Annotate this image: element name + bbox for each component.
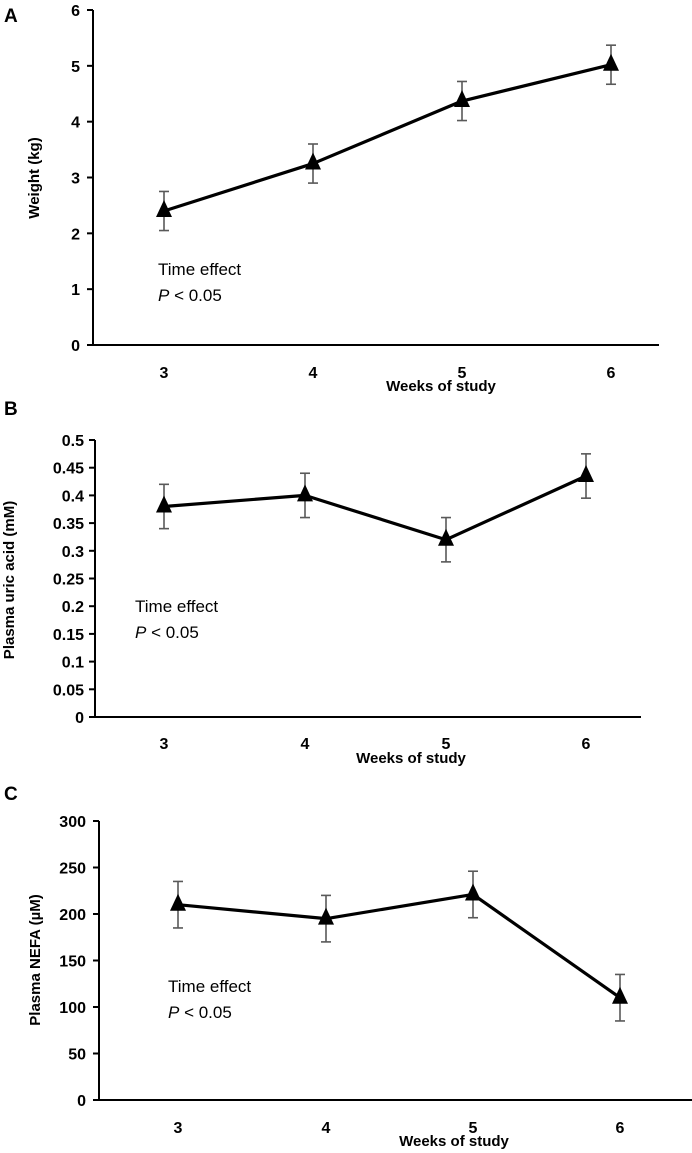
x-tick-label: 6 (582, 736, 591, 753)
x-tick-label: 6 (616, 1120, 625, 1137)
y-tick-label: 0.1 (62, 655, 84, 672)
annotation-line1: Time effect (158, 260, 241, 279)
x-tick-label: 3 (160, 736, 169, 753)
p-threshold: < 0.05 (146, 623, 198, 642)
annotation-line1: Time effect (168, 977, 251, 996)
y-tick-label: 4 (71, 115, 80, 132)
data-point-marker (318, 907, 334, 925)
annotation-line1: Time effect (135, 597, 218, 616)
x-axis-title: Weeks of study (386, 378, 496, 395)
panel-a: A Weight (kg) Weeks of study Time effect… (4, 3, 659, 395)
y-tick-label: 0.4 (62, 488, 84, 505)
data-point-marker (170, 893, 186, 911)
y-tick-label: 0.5 (62, 433, 84, 450)
x-tick-label: 4 (322, 1120, 331, 1137)
data-point-marker (603, 53, 619, 71)
y-tick-label: 100 (59, 1000, 86, 1017)
y-axis-title: Plasma uric acid (mM) (1, 501, 18, 659)
data-point-marker (156, 495, 172, 513)
y-tick-label: 0.45 (53, 461, 84, 478)
y-axis-title: Weight (kg) (26, 137, 43, 218)
data-point-marker (454, 90, 470, 108)
y-tick-label: 0 (77, 1093, 86, 1110)
x-tick-label: 3 (160, 365, 169, 382)
panel-b: B Plasma uric acid (mM) Weeks of study T… (1, 399, 641, 767)
data-point-marker (578, 465, 594, 483)
y-tick-label: 0 (75, 710, 84, 727)
data-point-marker (156, 200, 172, 217)
x-tick-label: 4 (301, 736, 310, 753)
panel-letter: B (4, 399, 18, 420)
y-tick-label: 0.2 (62, 599, 84, 616)
data-point-marker (438, 528, 454, 546)
y-tick-label: 50 (68, 1047, 86, 1064)
series-line (163, 474, 587, 542)
p-symbol: P (158, 286, 170, 305)
x-tick-label: 4 (309, 365, 318, 382)
y-tick-label: 5 (71, 59, 80, 76)
y-tick-label: 2 (71, 226, 80, 243)
y-tick-label: 250 (59, 861, 86, 878)
annotation-p-value: P < 0.05 (168, 1003, 232, 1022)
y-tick-label: 150 (59, 954, 86, 971)
y-tick-label: 0 (71, 338, 80, 355)
y-tick-label: 0.35 (53, 516, 84, 533)
x-axis-title: Weeks of study (399, 1133, 509, 1150)
data-point-marker (465, 883, 481, 901)
p-symbol: P (168, 1003, 180, 1022)
series-line (163, 63, 612, 213)
x-tick-label: 5 (442, 736, 451, 753)
data-point-marker (297, 484, 313, 502)
y-tick-label: 0.3 (62, 544, 84, 561)
y-tick-label: 3 (71, 171, 80, 188)
y-axis-title: Plasma NEFA (µM) (27, 894, 44, 1025)
annotation-p-value: P < 0.05 (158, 286, 222, 305)
y-tick-label: 0.15 (53, 627, 84, 644)
y-tick-label: 300 (59, 814, 86, 831)
y-tick-label: 0.05 (53, 682, 84, 699)
panel-letter: A (4, 6, 18, 27)
data-point-marker (305, 152, 321, 170)
x-tick-label: 5 (458, 365, 467, 382)
panel-letter: C (4, 784, 18, 805)
y-tick-label: 6 (71, 3, 80, 20)
x-tick-label: 6 (607, 365, 616, 382)
p-threshold: < 0.05 (179, 1003, 231, 1022)
annotation-p-value: P < 0.05 (135, 623, 199, 642)
data-point-marker (612, 986, 628, 1004)
y-tick-label: 1 (71, 282, 80, 299)
x-axis-title: Weeks of study (356, 750, 466, 767)
series-line (177, 892, 621, 1000)
y-tick-label: 0.25 (53, 572, 84, 589)
p-symbol: P (135, 623, 147, 642)
y-tick-label: 200 (59, 907, 86, 924)
panel-c: C Plasma NEFA (µM) Weeks of study Time e… (4, 784, 692, 1150)
x-tick-label: 5 (469, 1120, 478, 1137)
x-tick-label: 3 (174, 1120, 183, 1137)
p-threshold: < 0.05 (169, 286, 221, 305)
